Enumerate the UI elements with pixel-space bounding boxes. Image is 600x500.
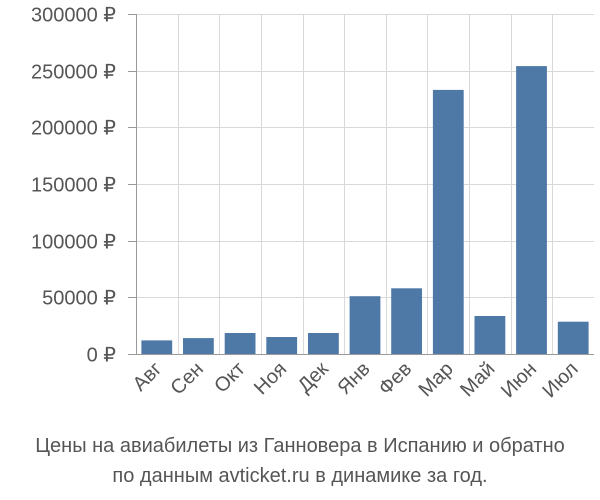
- bar-Ноя: [266, 337, 298, 354]
- grid-lines: [136, 14, 594, 354]
- bar-Мар: [432, 89, 464, 355]
- axes: [128, 14, 594, 355]
- x-tick-label: Фев: [374, 358, 416, 400]
- bar-Сен: [183, 338, 214, 354]
- bar-Июл: [557, 321, 589, 354]
- y-axis-tick-labels: 0 ₽ 50000 ₽ 100000 ₽ 150000 ₽ 200000 ₽ 250000…: [31, 5, 116, 367]
- x-tick-label: Окт: [210, 358, 249, 397]
- y-tick-label: 50000 ₽: [42, 288, 116, 310]
- chart-caption-line-1: Цены на авиабилеты из Ганновера в Испани…: [35, 435, 565, 457]
- bar-Фев: [391, 288, 422, 354]
- bar-chart: 0 ₽ 50000 ₽ 100000 ₽ 150000 ₽ 200000 ₽ 250000…: [31, 5, 594, 402]
- x-tick-label: Июл: [538, 358, 582, 402]
- bar-Янв: [349, 296, 381, 354]
- y-tick-label: 300000 ₽: [31, 5, 116, 27]
- x-tick-label: Мар: [415, 358, 458, 401]
- bar-Окт: [224, 333, 256, 354]
- x-tick-label: Сен: [167, 358, 208, 399]
- bars: [141, 66, 589, 355]
- x-tick-label: Июн: [497, 358, 541, 402]
- x-tick-label: Янв: [333, 358, 374, 399]
- chart-caption-line-2: по данным avticket.ru в динамике за год.: [112, 465, 488, 487]
- y-tick-label: 100000 ₽: [31, 232, 116, 254]
- x-tick-label: Авг: [129, 358, 167, 396]
- bar-Июн: [516, 66, 547, 354]
- bar-Дек: [308, 333, 339, 354]
- bar-Авг: [141, 340, 173, 354]
- x-tick-label: Ноя: [250, 358, 291, 399]
- x-tick-label: Дек: [294, 358, 333, 397]
- bar-Май: [474, 316, 506, 354]
- y-tick-label: 0 ₽: [87, 345, 117, 367]
- y-tick-label: 150000 ₽: [31, 175, 116, 197]
- x-tick-label: Май: [456, 358, 499, 401]
- y-tick-label: 250000 ₽: [31, 62, 116, 84]
- y-tick-label: 200000 ₽: [31, 118, 116, 140]
